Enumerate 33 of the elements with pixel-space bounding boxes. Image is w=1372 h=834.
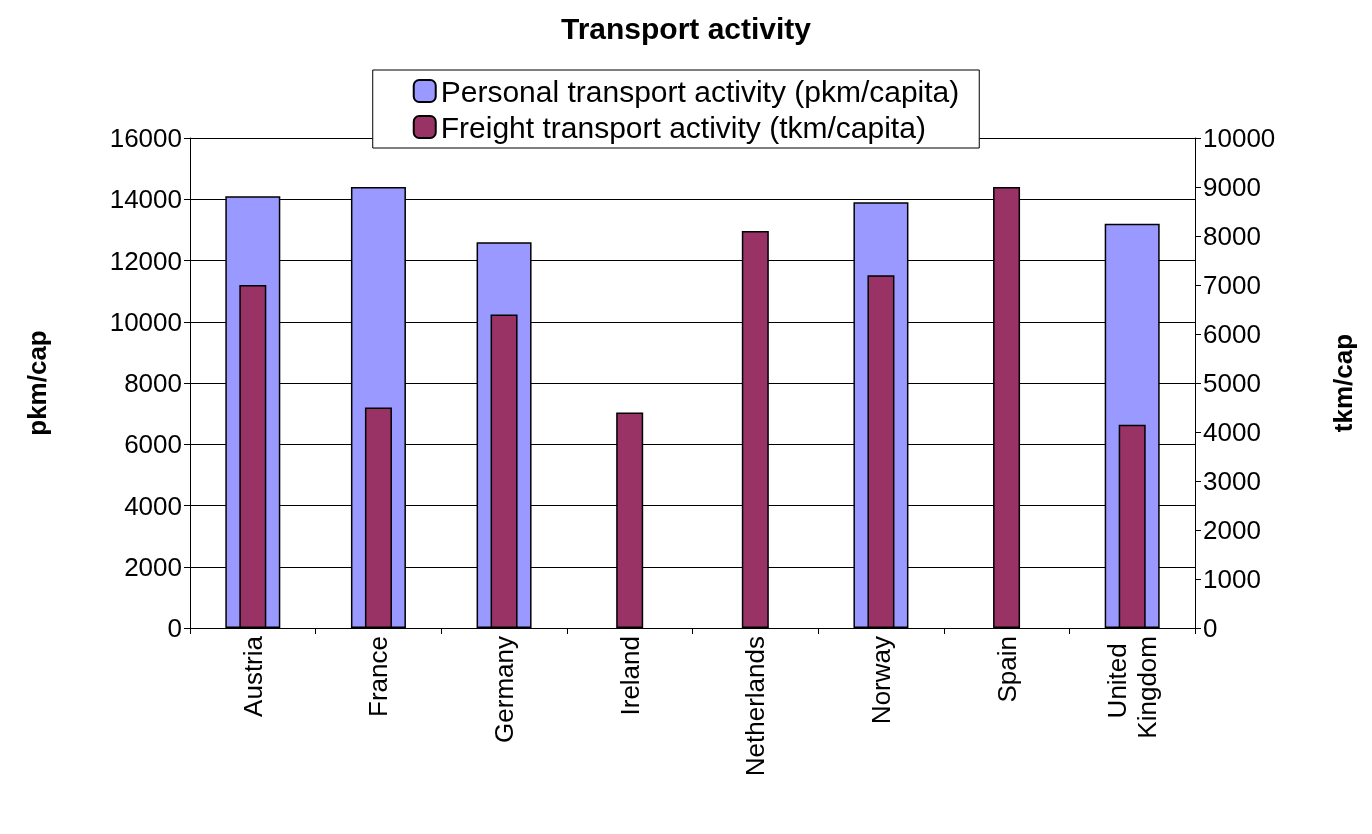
x-tick-label: United Kingdom: [1102, 636, 1163, 739]
y2-tick-label: 6000: [1203, 319, 1261, 349]
y2-tick-label: 10000: [1203, 123, 1276, 153]
x-tick-label: Germany: [489, 636, 520, 743]
y2-tick-label: 2000: [1203, 515, 1261, 545]
y2-tick-label: 8000: [1203, 221, 1261, 251]
x-tick-label: Norway: [865, 636, 896, 725]
y-tick-label: 4000: [124, 490, 182, 521]
x-tick-label: France: [363, 636, 394, 717]
y2-tick-label: 0: [1203, 613, 1218, 643]
y2-tick-label: 7000: [1203, 270, 1261, 300]
y2-tick-label: 5000: [1203, 368, 1261, 398]
y-tick-label: 6000: [124, 429, 182, 460]
legend-label: Freight transport activity (tkm/capita): [440, 110, 926, 144]
y2-tick-label: 9000: [1203, 172, 1261, 202]
y-tick-label: 0: [167, 613, 182, 643]
y-tick-label: 14000: [109, 184, 182, 215]
y2-tick-label: 1000: [1203, 564, 1261, 594]
x-tick-label: Ireland: [614, 636, 645, 716]
y2-tick-label: 3000: [1203, 466, 1261, 496]
chart-title: Transport activity: [560, 11, 812, 45]
x-tick-label: Austria: [237, 635, 268, 717]
x-tick-label: Spain: [991, 636, 1022, 703]
y-tick-label: 10000: [109, 306, 182, 337]
y2-tick-label: 4000: [1203, 417, 1261, 447]
legend-label: Personal transport activity (pkm/capita): [440, 74, 960, 108]
y-axis-title: pkm/cap: [22, 330, 52, 436]
y-tick-label: 2000: [124, 551, 182, 582]
y-tick-label: 12000: [109, 245, 182, 276]
x-tick-label: Netherlands: [740, 636, 771, 777]
y-tick-label: 16000: [109, 123, 182, 153]
y-tick-label: 8000: [124, 368, 182, 398]
y2-axis-title: tkm/cap: [1328, 333, 1358, 433]
